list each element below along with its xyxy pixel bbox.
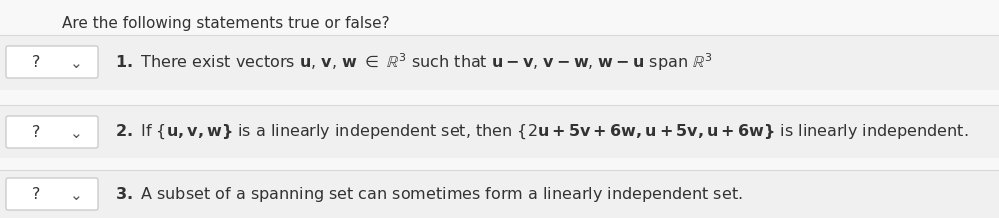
Text: $\bf{3.}$ A subset of a spanning set can sometimes form a linearly independent s: $\bf{3.}$ A subset of a spanning set can… <box>115 184 743 203</box>
Text: ⌄: ⌄ <box>70 56 82 70</box>
Text: $\bf{2.}$ If $\{\bf{u}, \bf{v}, \bf{w}\}$ is a linearly independent set, then $\: $\bf{2.}$ If $\{\bf{u}, \bf{v}, \bf{w}\}… <box>115 123 968 141</box>
FancyBboxPatch shape <box>6 116 98 148</box>
Text: ⌄: ⌄ <box>70 187 82 203</box>
Text: Are the following statements true or false?: Are the following statements true or fal… <box>62 16 390 31</box>
FancyBboxPatch shape <box>0 35 999 90</box>
Text: ?: ? <box>32 187 40 201</box>
FancyBboxPatch shape <box>0 105 999 158</box>
Text: ?: ? <box>32 124 40 140</box>
Text: ⌄: ⌄ <box>70 126 82 140</box>
FancyBboxPatch shape <box>6 46 98 78</box>
FancyBboxPatch shape <box>6 178 98 210</box>
Text: $\bf{1.}$ There exist vectors $\bf{u}$, $\bf{v}$, $\bf{w}$ $\in$ $\mathbb{R}^3$ : $\bf{1.}$ There exist vectors $\bf{u}$, … <box>115 51 712 73</box>
Text: ?: ? <box>32 54 40 70</box>
FancyBboxPatch shape <box>0 170 999 218</box>
